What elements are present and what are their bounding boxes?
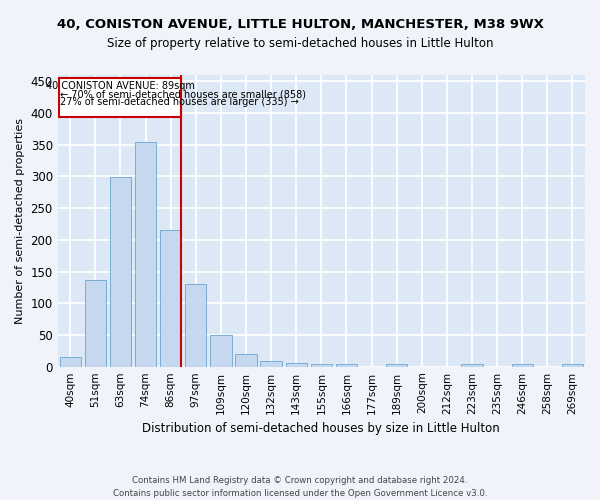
Bar [210,335,232,366]
Bar [336,364,357,366]
Bar [59,357,81,366]
Bar [135,142,156,366]
Text: 40, CONISTON AVENUE, LITTLE HULTON, MANCHESTER, M38 9WX: 40, CONISTON AVENUE, LITTLE HULTON, MANC… [56,18,544,30]
Bar [160,230,181,366]
Bar [311,364,332,366]
Y-axis label: Number of semi-detached properties: Number of semi-detached properties [15,118,25,324]
X-axis label: Distribution of semi-detached houses by size in Little Hulton: Distribution of semi-detached houses by … [142,422,500,435]
Bar [562,364,583,366]
Text: ← 70% of semi-detached houses are smaller (858): ← 70% of semi-detached houses are smalle… [60,90,306,100]
Text: 40 CONISTON AVENUE: 89sqm: 40 CONISTON AVENUE: 89sqm [46,80,194,90]
Bar [512,364,533,366]
Bar [260,361,282,366]
Text: 27% of semi-detached houses are larger (335) →: 27% of semi-detached houses are larger (… [60,97,299,107]
Bar [386,364,407,366]
Bar [185,284,206,366]
Bar [461,364,482,366]
Bar [235,354,257,366]
Text: Contains HM Land Registry data © Crown copyright and database right 2024.
Contai: Contains HM Land Registry data © Crown c… [113,476,487,498]
Text: Size of property relative to semi-detached houses in Little Hulton: Size of property relative to semi-detach… [107,38,493,51]
FancyBboxPatch shape [59,78,181,118]
Bar [85,280,106,366]
Bar [110,177,131,366]
Bar [286,363,307,366]
